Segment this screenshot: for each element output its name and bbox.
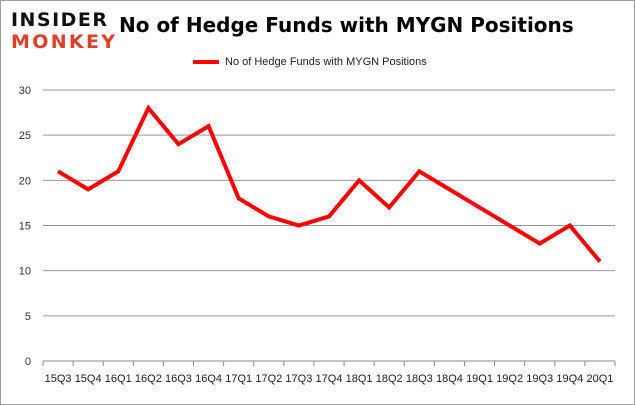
x-tick-label: 17Q1 — [225, 373, 252, 385]
x-tick-label: 20Q1 — [586, 373, 613, 385]
svg-text:MONKEY: MONKEY — [11, 31, 115, 51]
y-tick-label: 5 — [25, 311, 31, 323]
y-tick-label: 20 — [19, 175, 31, 187]
x-tick-label: 16Q2 — [135, 373, 162, 385]
x-tick-label: 18Q3 — [406, 373, 433, 385]
legend: No of Hedge Funds with MYGN Positions — [193, 56, 427, 68]
legend-label: No of Hedge Funds with MYGN Positions — [225, 56, 427, 68]
legend-swatch — [193, 60, 219, 64]
y-tick-label: 0 — [25, 356, 31, 368]
y-tick-label: 30 — [19, 85, 31, 97]
x-tick-label: 18Q2 — [376, 373, 403, 385]
x-tick-label: 18Q1 — [346, 373, 373, 385]
x-tick-label: 16Q1 — [105, 373, 132, 385]
chart-title: No of Hedge Funds with MYGN Positions — [119, 13, 574, 37]
x-tick-label: 16Q3 — [165, 373, 192, 385]
insider-monkey-logo: INSIDER MONKEY — [11, 9, 115, 51]
series-line — [57, 104, 602, 263]
x-tick-label: 19Q4 — [556, 373, 583, 385]
x-tick-label: 18Q4 — [436, 373, 463, 385]
y-tick-label: 15 — [19, 221, 31, 233]
x-tick-label: 15Q4 — [75, 373, 102, 385]
x-tick-label: 19Q2 — [496, 373, 523, 385]
x-tick-label: 17Q4 — [316, 373, 343, 385]
x-tick-label: 19Q3 — [526, 373, 553, 385]
y-tick-label: 25 — [19, 130, 31, 142]
x-tick-label: 15Q3 — [45, 373, 72, 385]
x-tick-label: 19Q1 — [466, 373, 493, 385]
x-tick-label: 17Q2 — [255, 373, 282, 385]
y-tick-label: 10 — [19, 266, 31, 278]
x-tick-label: 16Q4 — [195, 373, 222, 385]
x-tick-label: 17Q3 — [285, 373, 312, 385]
